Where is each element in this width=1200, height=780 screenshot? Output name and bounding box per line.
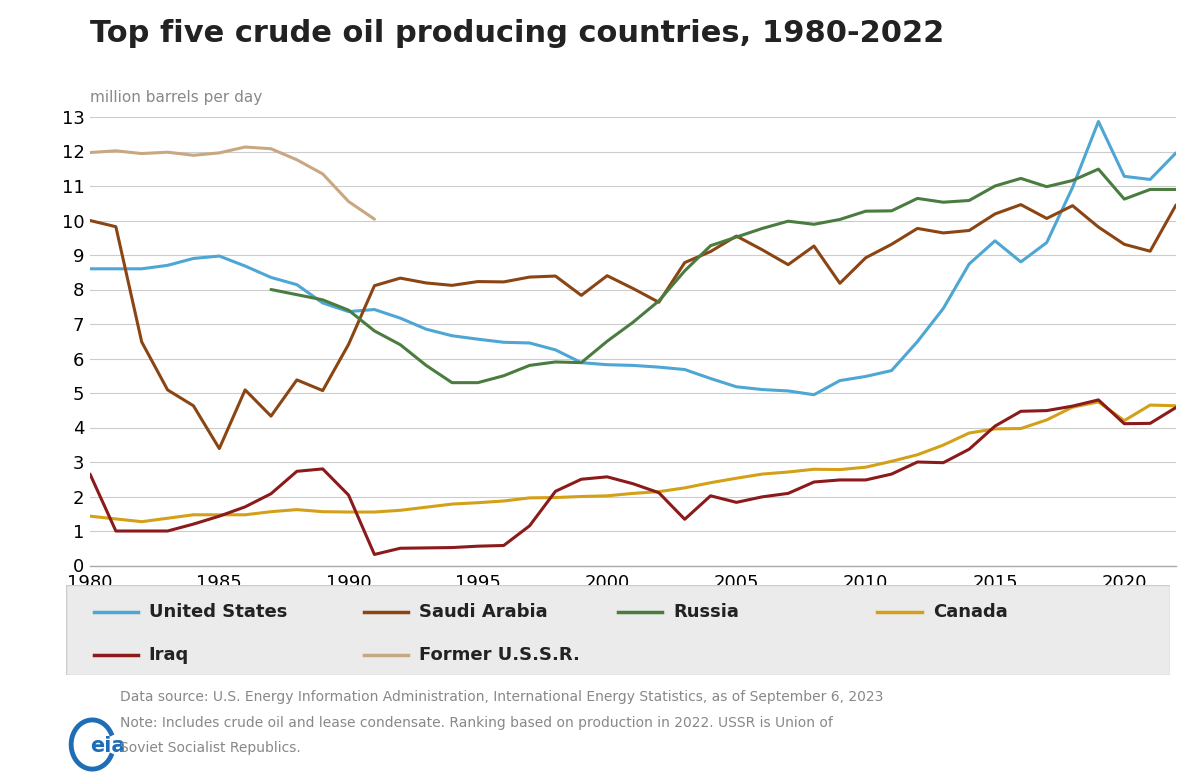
FancyBboxPatch shape — [66, 585, 1170, 675]
Text: eia: eia — [90, 736, 126, 756]
Text: Data source: U.S. Energy Information Administration, International Energy Statis: Data source: U.S. Energy Information Adm… — [120, 690, 883, 704]
Text: United States: United States — [149, 603, 287, 621]
Text: Canada: Canada — [932, 603, 1007, 621]
Text: Russia: Russia — [673, 603, 739, 621]
Text: Soviet Socialist Republics.: Soviet Socialist Republics. — [120, 741, 301, 755]
Text: Saudi Arabia: Saudi Arabia — [419, 603, 548, 621]
Text: Note: Includes crude oil and lease condensate. Ranking based on production in 20: Note: Includes crude oil and lease conde… — [120, 716, 833, 730]
Text: Iraq: Iraq — [149, 646, 190, 664]
Text: Former U.S.S.R.: Former U.S.S.R. — [419, 646, 580, 664]
Text: Top five crude oil producing countries, 1980-2022: Top five crude oil producing countries, … — [90, 20, 944, 48]
Text: million barrels per day: million barrels per day — [90, 90, 263, 105]
